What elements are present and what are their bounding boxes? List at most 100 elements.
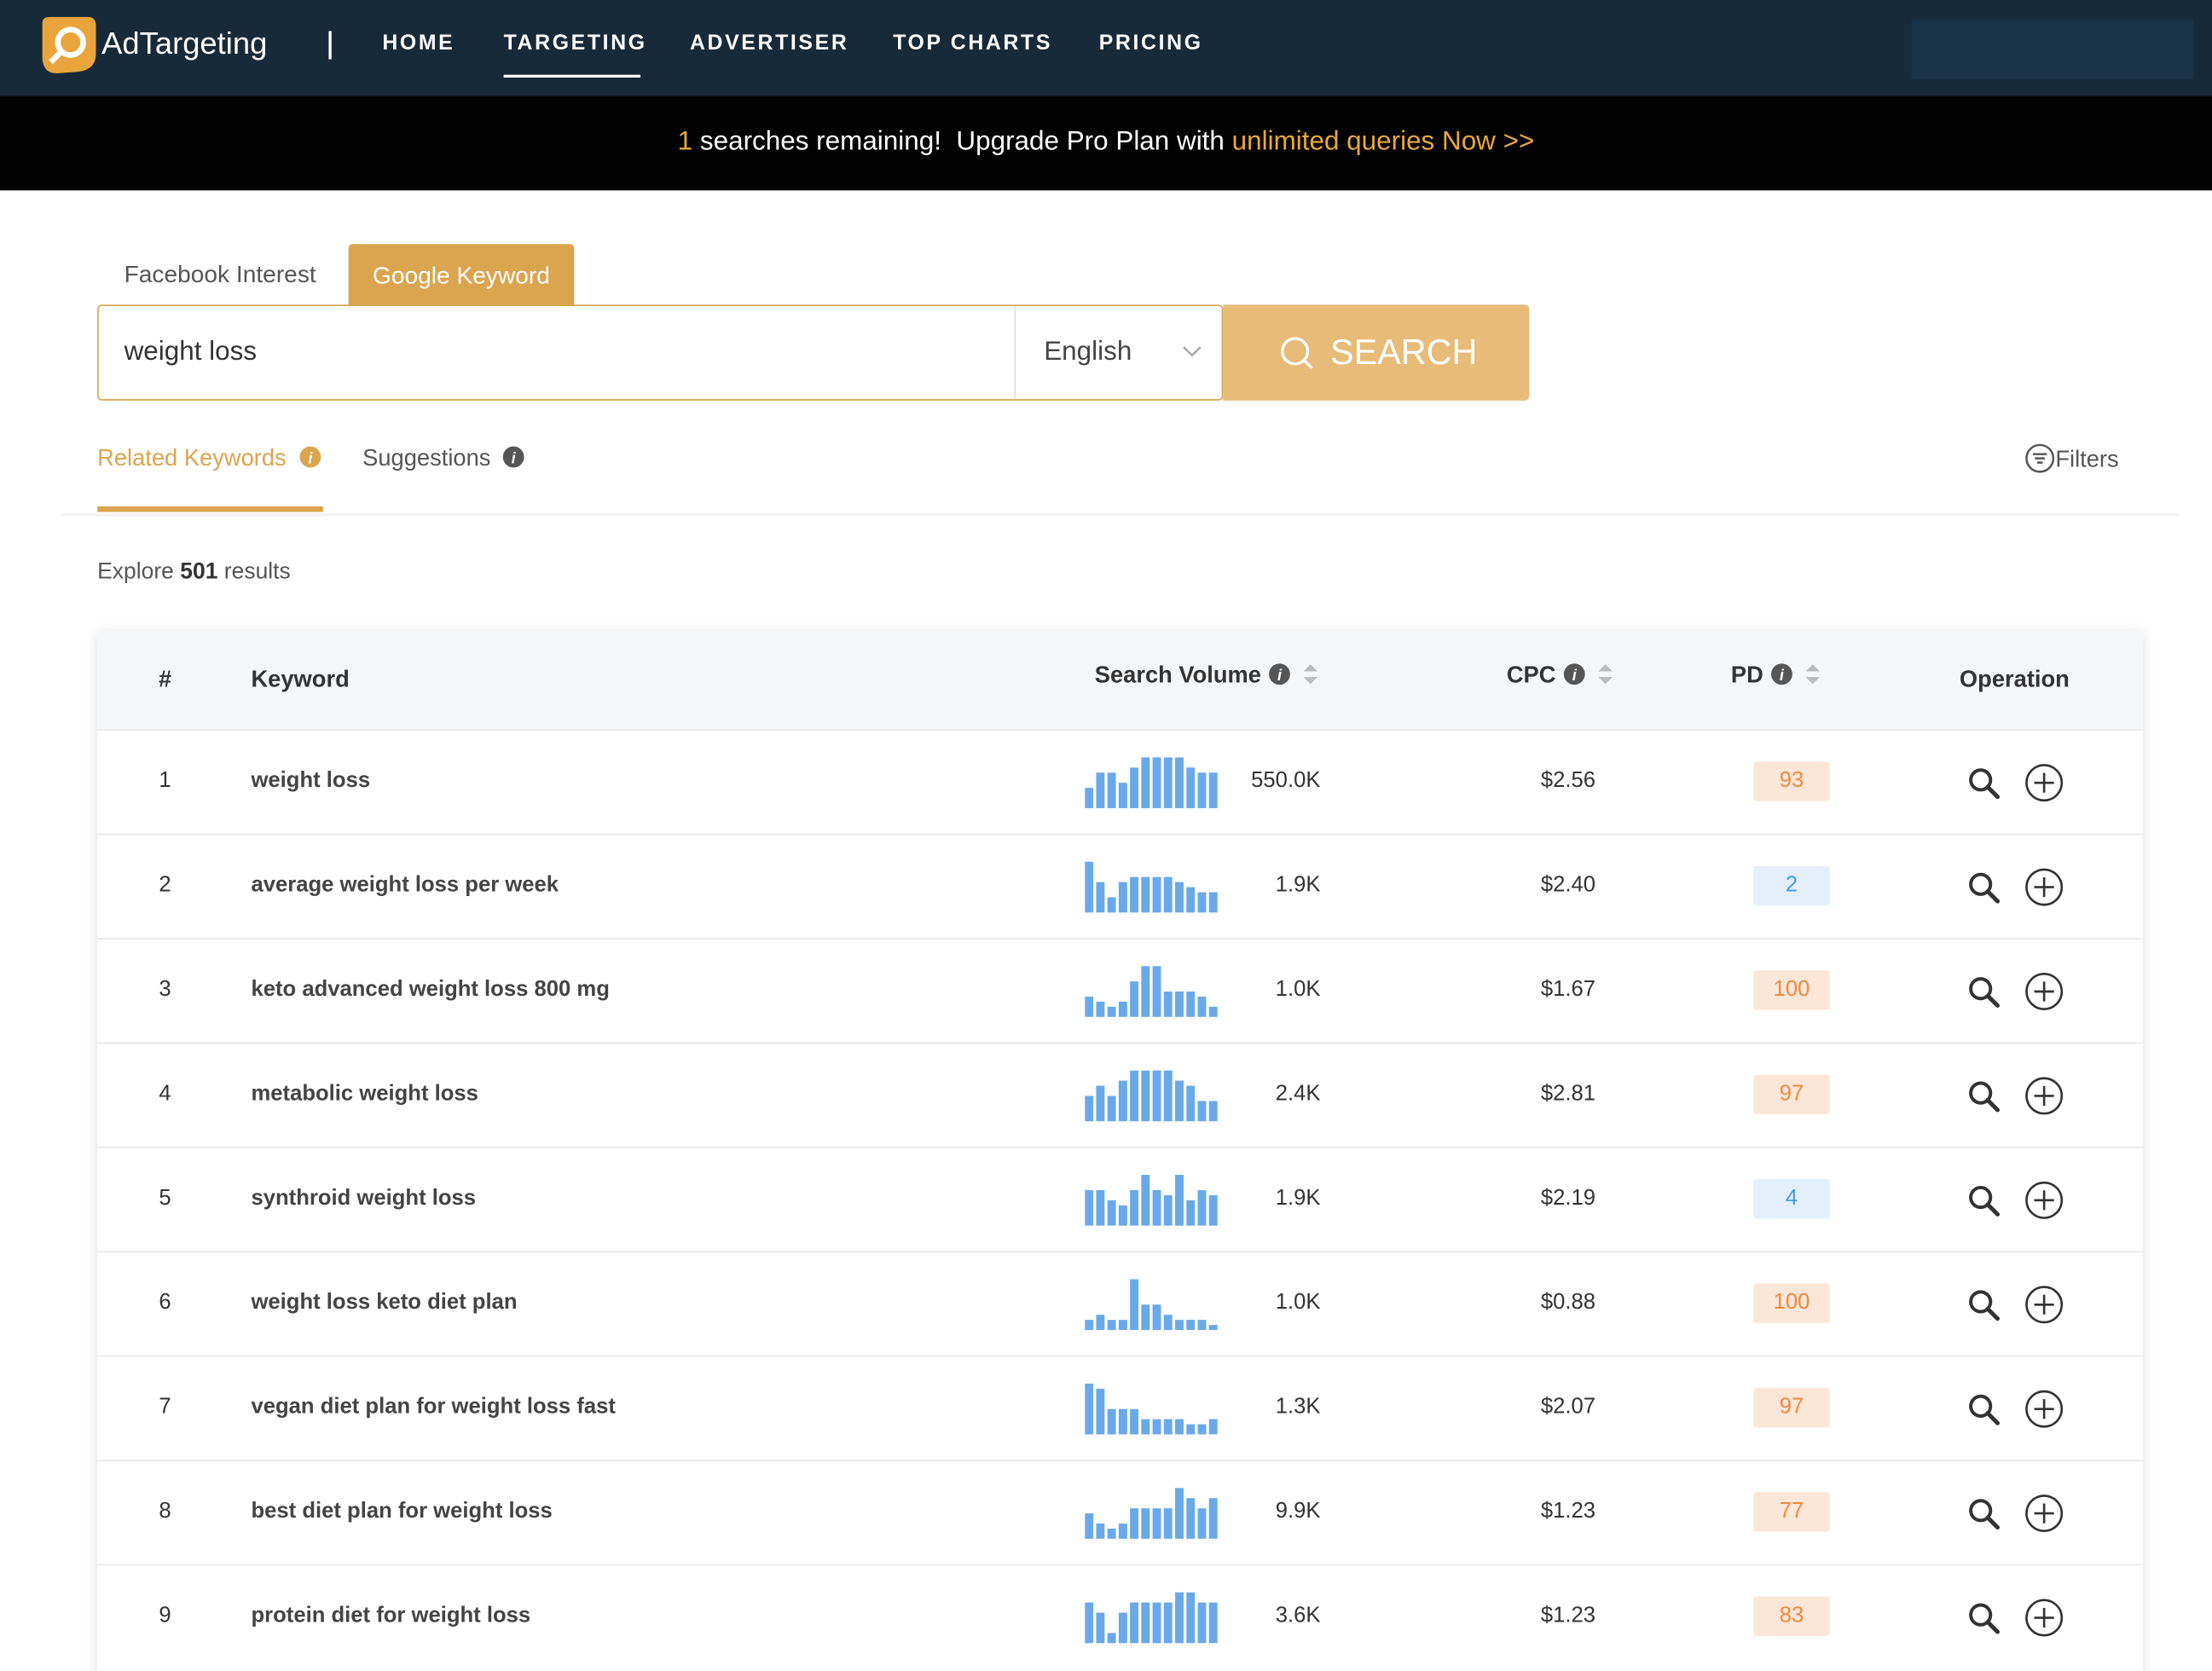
logo-icon xyxy=(42,16,96,74)
search-volume: 1.0K xyxy=(1275,977,1321,1002)
search-button[interactable]: SEARCH xyxy=(1223,304,1530,401)
search-volume: 1.9K xyxy=(1275,873,1321,898)
nav-item[interactable]: HOME xyxy=(382,31,455,55)
subtab-active[interactable]: Related Keywords i xyxy=(97,446,321,472)
divider xyxy=(1014,305,1016,400)
trend-bar xyxy=(1152,876,1161,913)
trend-bar xyxy=(1208,1194,1218,1226)
search-action[interactable] xyxy=(1968,1080,2002,1114)
subtab[interactable]: Suggestions i xyxy=(362,446,525,472)
nav-underline xyxy=(503,74,641,78)
trend-sparkline xyxy=(1085,861,1218,913)
tab[interactable]: Facebook Interest xyxy=(124,261,316,288)
trend-bar xyxy=(1175,1488,1184,1539)
filters-button[interactable]: Filters xyxy=(2024,442,2119,473)
upgrade-link[interactable]: unlimited queries Now >> xyxy=(1231,126,1535,157)
promo-banner: 1 searches remaining! Upgrade Pro Plan w… xyxy=(0,95,2212,191)
trend-bar xyxy=(1085,788,1094,808)
tab-active[interactable]: Google Keyword xyxy=(348,244,575,306)
trend-bar xyxy=(1163,1194,1173,1226)
keyword[interactable]: vegan diet plan for weight loss fast xyxy=(251,1395,616,1419)
info-circle xyxy=(1269,663,1290,685)
language-select[interactable]: English xyxy=(1044,337,1132,367)
trend-bar xyxy=(1130,1602,1139,1644)
trend-bar xyxy=(1085,1096,1094,1122)
search-volume: 1.0K xyxy=(1275,1290,1321,1315)
search-volume: 9.9K xyxy=(1275,1499,1321,1524)
add-action[interactable] xyxy=(2024,1076,2064,1115)
column-header[interactable]: CPC i xyxy=(1507,663,1613,690)
trend-sparkline xyxy=(1085,1383,1218,1435)
search-action[interactable] xyxy=(1968,976,2002,1010)
trend-sparkline xyxy=(1085,1175,1218,1226)
subtab-underline xyxy=(97,506,323,512)
sort-down xyxy=(1303,677,1318,685)
trend-sparkline xyxy=(1085,1279,1218,1331)
search-action[interactable] xyxy=(1968,871,2002,905)
nav-item[interactable]: TOP CHARTS xyxy=(893,31,1053,55)
trend-bar xyxy=(1152,1602,1161,1644)
keyword[interactable]: weight loss xyxy=(251,768,371,793)
add-action[interactable] xyxy=(2024,1494,2064,1533)
search-action[interactable] xyxy=(1968,1185,2002,1219)
keyword[interactable]: metabolic weight loss xyxy=(251,1081,478,1107)
trend-bar xyxy=(1107,1408,1116,1435)
trend-bar xyxy=(1130,1508,1139,1539)
trend-bar xyxy=(1141,1602,1150,1644)
sort-icon xyxy=(1598,664,1613,685)
add-action[interactable] xyxy=(2024,972,2064,1011)
nav-item[interactable]: ADVERTISER xyxy=(689,31,849,55)
trend-bar xyxy=(1163,1070,1173,1122)
keyword[interactable]: keto advanced weight loss 800 mg xyxy=(251,977,610,1002)
search-action[interactable] xyxy=(1968,1498,2002,1532)
svg-text:i: i xyxy=(308,449,313,466)
add-action[interactable] xyxy=(2024,1181,2064,1220)
table-row: 3 keto advanced weight loss 800 mg 1.0K $1.… xyxy=(97,938,2143,1042)
trend-bar xyxy=(1118,1612,1127,1644)
row-index: 7 xyxy=(159,1395,171,1419)
trend-bar xyxy=(1186,991,1196,1017)
add-action[interactable] xyxy=(2024,1390,2064,1429)
keyword[interactable]: weight loss keto diet plan xyxy=(251,1290,518,1315)
trend-bar xyxy=(1186,1320,1196,1331)
row-index: 4 xyxy=(159,1081,171,1107)
search-action-lens xyxy=(1969,1499,1993,1523)
trend-bar xyxy=(1175,882,1184,913)
trend-bar xyxy=(1096,772,1105,808)
table-row: 7 vegan diet plan for weight loss fast 1.3… xyxy=(97,1355,2143,1460)
search-action[interactable] xyxy=(1968,1602,2002,1636)
trend-bar xyxy=(1118,1080,1127,1122)
search-input[interactable]: weight loss xyxy=(124,337,258,367)
add-action[interactable] xyxy=(2024,1598,2064,1637)
table-row: 5 synthroid weight loss 1.9K $2.19 4 xyxy=(97,1146,2143,1251)
search-action[interactable] xyxy=(1968,1393,2002,1427)
search-action[interactable] xyxy=(1968,767,2002,801)
cpc: $2.40 xyxy=(1540,873,1596,898)
trend-bar xyxy=(1085,996,1094,1017)
search-action[interactable] xyxy=(1968,1289,2002,1323)
keyword[interactable]: average weight loss per week xyxy=(251,873,559,898)
info-icon: i xyxy=(503,446,525,468)
info-circle xyxy=(1563,663,1585,685)
column-header[interactable]: PD i xyxy=(1731,663,1821,690)
add-action[interactable] xyxy=(2024,1285,2064,1324)
cpc: $1.67 xyxy=(1540,977,1596,1002)
trend-sparkline xyxy=(1085,1070,1218,1122)
trend-bar xyxy=(1107,772,1116,808)
trend-bar xyxy=(1208,1498,1218,1539)
info-circle xyxy=(1770,663,1792,685)
add-action-plus xyxy=(2034,1503,2054,1524)
keyword[interactable]: synthroid weight loss xyxy=(251,1186,477,1211)
add-action[interactable] xyxy=(2024,867,2064,906)
search-action-handle xyxy=(1985,1411,2001,1425)
column-header[interactable]: Search Volume i xyxy=(1095,663,1319,690)
nav-item[interactable]: PRICING xyxy=(1098,31,1203,55)
keyword[interactable]: best diet plan for weight loss xyxy=(251,1499,553,1524)
add-action[interactable] xyxy=(2024,763,2064,802)
search-box[interactable] xyxy=(97,304,1224,401)
cpc: $2.07 xyxy=(1540,1395,1596,1419)
nav-item[interactable]: TARGETING xyxy=(503,31,647,55)
trend-sparkline xyxy=(1085,757,1218,808)
trend-bar xyxy=(1096,882,1105,913)
keyword[interactable]: protein diet for weight loss xyxy=(251,1603,531,1628)
